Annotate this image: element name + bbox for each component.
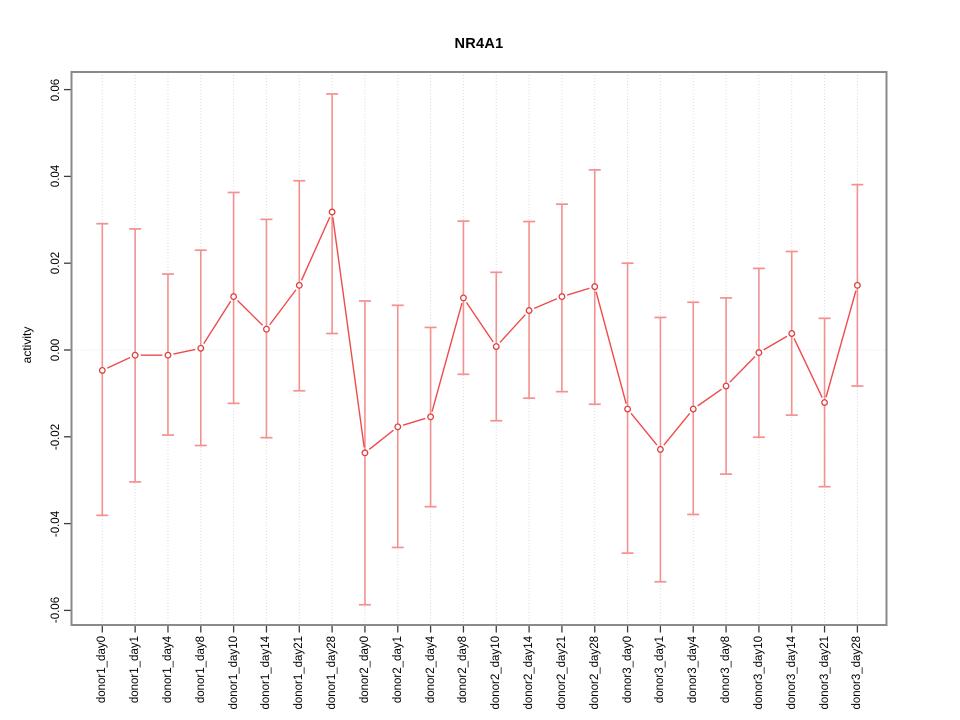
x-tick-label: donor3_day1 <box>654 636 667 704</box>
data-point <box>624 405 632 413</box>
data-point <box>788 330 796 337</box>
series-line-segment <box>630 412 658 446</box>
x-tick-label: donor1_day0 <box>96 636 109 704</box>
data-point <box>263 325 270 333</box>
series-line-segment <box>368 429 394 450</box>
data-point <box>591 283 599 291</box>
series-line-segment <box>595 291 627 404</box>
series-line-segment <box>237 299 264 326</box>
data-point <box>821 399 829 406</box>
x-tick-label: donor2_day28 <box>588 636 601 710</box>
series-line-segment <box>825 290 857 398</box>
data-point <box>328 208 336 216</box>
series-line-segment <box>203 300 232 344</box>
x-tick-label: donor3_day14 <box>785 636 798 710</box>
x-tick-label: donor1_day1 <box>129 636 142 704</box>
data-point <box>394 423 402 431</box>
y-tick-label: 0.00 <box>50 338 62 362</box>
data-point <box>197 344 205 352</box>
series-line-segment <box>465 302 494 343</box>
x-tick-label: donor2_day1 <box>391 636 404 704</box>
data-point <box>131 351 139 359</box>
x-tick-label: donor2_day4 <box>424 636 437 704</box>
data-point <box>427 413 435 421</box>
y-tick-label: 0.04 <box>50 165 62 188</box>
y-tick-label: -0.02 <box>50 423 62 450</box>
data-point <box>164 351 172 359</box>
series-line-segment <box>729 356 756 383</box>
data-point <box>656 445 664 453</box>
data-point <box>230 293 238 301</box>
series-line-segment <box>566 287 590 296</box>
x-tick-label: donor3_day21 <box>818 636 831 710</box>
x-tick-label: donor1_day8 <box>194 636 207 704</box>
series-line-segment <box>793 338 823 398</box>
series-line-segment <box>106 356 131 369</box>
data-point <box>558 293 566 301</box>
y-tick-label: -0.04 <box>50 510 62 537</box>
data-point <box>755 349 763 357</box>
x-tick-label: donor1_day28 <box>326 636 339 710</box>
y-tick-label: 0.02 <box>50 251 62 275</box>
x-tick-label: donor1_day14 <box>260 636 273 710</box>
x-tick-label: donor2_day0 <box>358 636 371 704</box>
data-point <box>525 307 533 314</box>
series-line-segment <box>431 303 463 412</box>
x-tick-label: donor1_day10 <box>227 636 240 710</box>
x-tick-label: donor2_day10 <box>490 636 503 710</box>
series-line-segment <box>173 348 196 355</box>
data-point <box>295 281 303 289</box>
series-line-segment <box>499 314 526 343</box>
x-tick-label: donor3_day10 <box>752 636 765 710</box>
x-tick-label: donor2_day14 <box>523 636 536 710</box>
x-tick-label: donor2_day21 <box>555 636 568 710</box>
series-line-segment <box>533 298 558 310</box>
x-tick-label: donor3_day4 <box>687 636 700 704</box>
series-line-segment <box>402 417 426 426</box>
x-tick-label: donor1_day21 <box>293 636 306 710</box>
data-point <box>98 366 106 374</box>
x-tick-label: donor2_day8 <box>457 636 470 704</box>
data-point <box>722 382 730 390</box>
y-tick-label: 0.06 <box>50 78 62 101</box>
plot-border <box>70 71 888 626</box>
data-point <box>853 281 861 289</box>
data-point <box>689 405 697 413</box>
data-point <box>459 294 467 302</box>
series-line-segment <box>763 335 788 351</box>
series-line-segment <box>332 217 365 448</box>
x-tick-label: donor3_day8 <box>720 636 733 704</box>
series-line-segment <box>663 412 691 446</box>
series-line-segment <box>269 289 297 326</box>
x-tick-label: donor3_day0 <box>621 636 634 704</box>
series-line-segment <box>697 388 722 407</box>
x-tick-label: donor3_day28 <box>851 636 864 710</box>
data-point <box>361 449 369 457</box>
chart-title: NR4A1 <box>454 36 504 52</box>
y-tick-label: -0.06 <box>50 597 62 624</box>
series-line-segment <box>300 216 331 281</box>
x-tick-label: donor1_day4 <box>161 636 174 704</box>
data-point <box>492 343 500 350</box>
